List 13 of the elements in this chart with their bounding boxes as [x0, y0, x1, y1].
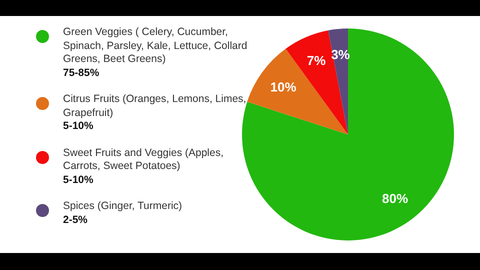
legend-label: Spices (Ginger, Turmeric) — [63, 200, 182, 214]
legend-label: Citrus Fruits (Oranges, Lemons, Limes, Grapefruit) — [63, 93, 248, 120]
pie-slice — [247, 48, 348, 134]
text: 5-10% — [63, 174, 94, 187]
legend-label: Green Veggies ( Celery, Cucumber, Spinach, Parsley, Kale, Lettuce, Collard Greens, Beet Greens) — [63, 26, 248, 66]
pie-slice — [328, 28, 348, 134]
text: 5-10% — [63, 120, 94, 134]
text: 2-5% — [63, 214, 89, 227]
data-label: 10% — [270, 79, 297, 94]
data-label: 80% — [382, 191, 408, 206]
legend-label: Sweet Fruits and Veggies (Apples, Carrots, Sweet Potatoes) — [63, 146, 225, 174]
text: 75-85% — [63, 66, 100, 80]
data-label: 7% — [306, 53, 326, 68]
